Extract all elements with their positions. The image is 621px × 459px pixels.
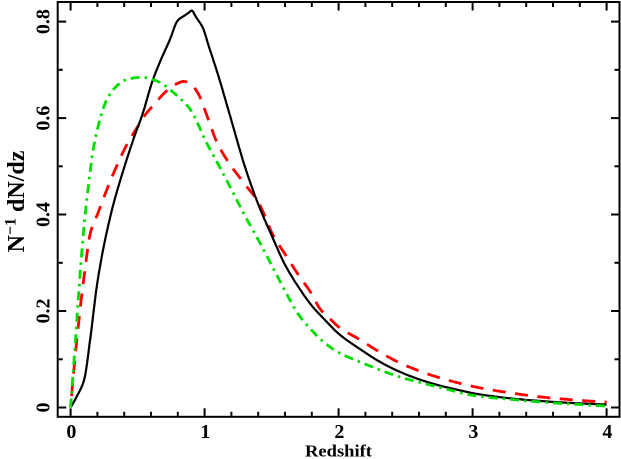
- svg-text:0: 0: [33, 403, 55, 413]
- svg-text:4: 4: [602, 421, 612, 443]
- svg-text:N−1 dN/dz: N−1 dN/dz: [3, 150, 30, 252]
- svg-text:3: 3: [468, 421, 478, 443]
- svg-text:Redshift: Redshift: [305, 442, 372, 459]
- svg-text:2: 2: [334, 421, 344, 443]
- svg-text:0.6: 0.6: [33, 106, 55, 131]
- svg-text:0.8: 0.8: [33, 9, 55, 34]
- svg-text:0: 0: [66, 421, 76, 443]
- svg-text:0.2: 0.2: [33, 299, 55, 324]
- svg-text:1: 1: [200, 421, 210, 443]
- svg-text:0.4: 0.4: [33, 202, 55, 227]
